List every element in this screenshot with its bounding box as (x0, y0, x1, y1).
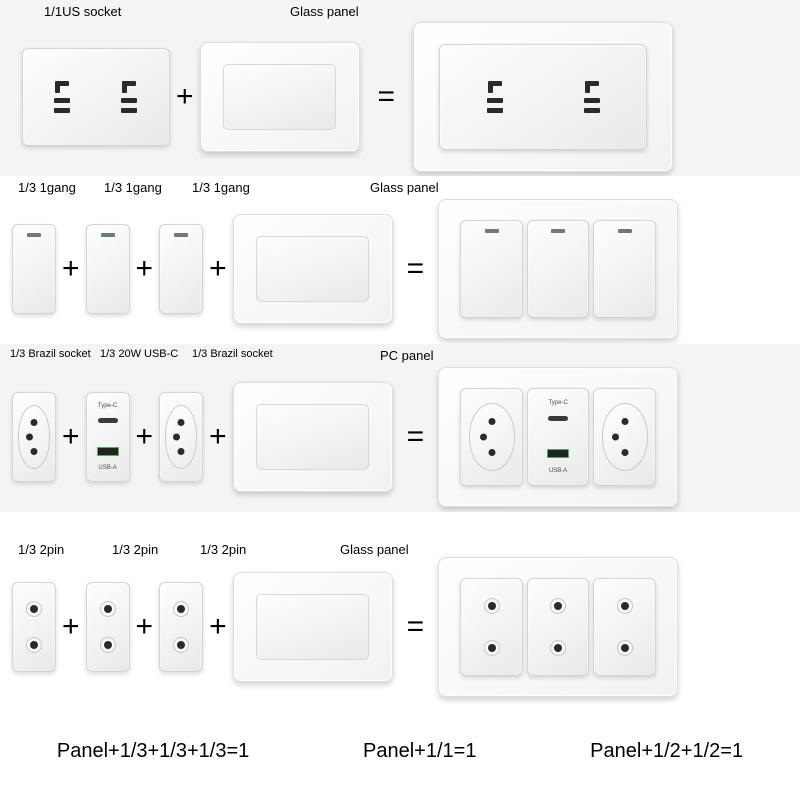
label-2pin-3: 1/3 2pin (200, 542, 246, 557)
plus-icon: + (136, 612, 154, 642)
plus-icon: + (176, 82, 194, 112)
row-brazil-usb: 1/3 Brazil socket 1/3 20W USB-C 1/3 Braz… (0, 344, 800, 512)
result-2pin-panel (438, 557, 678, 697)
result-2pin-1 (460, 578, 522, 676)
row1-content: + = (12, 22, 788, 172)
us-outlet-left (33, 63, 92, 130)
module-brazil-1 (12, 392, 56, 482)
label-brazil-2: 1/3 Brazil socket (192, 348, 273, 360)
label-glass-panel-2: Glass panel (370, 180, 439, 195)
label-glass-panel: Glass panel (290, 4, 359, 19)
result-usb: Type-C USB-A (527, 388, 589, 486)
result-switch-2 (527, 220, 589, 318)
result-switch-panel (438, 199, 678, 339)
module-2pin-1 (12, 582, 56, 672)
pc-panel-blank (233, 382, 393, 492)
label-brazil-1: 1/3 Brazil socket (10, 348, 91, 360)
module-2pin-2 (86, 582, 130, 672)
result-2pin-3 (593, 578, 655, 676)
row2-content: + + + = (12, 199, 788, 339)
plus-icon: + (209, 254, 227, 284)
module-switch-2 (86, 224, 130, 314)
label-pc-panel: PC panel (380, 348, 433, 363)
usb-a-port-icon (97, 447, 119, 456)
formula-1: Panel+1/3+1/3+1/3=1 (57, 740, 249, 763)
module-switch-1 (12, 224, 56, 314)
us-outlet-right (100, 63, 159, 130)
equals-icon: = (378, 82, 396, 112)
result-us-module (439, 44, 647, 150)
row-2pin: 1/3 2pin 1/3 2pin 1/3 2pin Glass panel +… (0, 512, 800, 702)
usb-c-label: Type-C (98, 403, 117, 409)
label-glass-panel-4: Glass panel (340, 542, 409, 557)
row3-content: + Type-C USB-A + + = (12, 367, 788, 507)
plus-icon: + (62, 254, 80, 284)
row-switches: 1/3 1gang 1/3 1gang 1/3 1gang Glass pane… (0, 176, 800, 344)
panel-inner (223, 64, 337, 130)
plus-icon: + (209, 422, 227, 452)
result-switch-1 (460, 220, 522, 318)
module-2pin-3 (159, 582, 203, 672)
equals-icon: = (407, 612, 425, 642)
row4-content: + + + = (12, 557, 788, 697)
glass-panel-blank (200, 42, 360, 152)
plus-icon: + (136, 422, 154, 452)
label-us-socket: 1/1US socket (44, 4, 121, 19)
equals-icon: = (407, 422, 425, 452)
panel-inner (256, 594, 370, 660)
panel-inner (256, 236, 370, 302)
usb-a-label: USB-A (98, 465, 116, 471)
glass-panel-blank-4 (233, 572, 393, 682)
result-brazil-2 (593, 388, 655, 486)
module-brazil-2 (159, 392, 203, 482)
module-usb: Type-C USB-A (86, 392, 130, 482)
formula-2: Panel+1/1=1 (363, 740, 476, 763)
label-gang-2: 1/3 1gang (104, 180, 162, 195)
plus-icon: + (136, 254, 154, 284)
module-switch-3 (159, 224, 203, 314)
plus-icon: + (209, 612, 227, 642)
plus-icon: + (62, 422, 80, 452)
module-us-socket (22, 48, 170, 146)
label-2pin-2: 1/3 2pin (112, 542, 158, 557)
row-us-socket: 1/1US socket Glass panel + (0, 0, 800, 176)
us-face (23, 49, 169, 145)
formula-row: Panel+1/3+1/3+1/3=1 Panel+1/1=1 Panel+1/… (0, 702, 800, 800)
glass-panel-blank-2 (233, 214, 393, 324)
label-gang-3: 1/3 1gang (192, 180, 250, 195)
equals-icon: = (407, 254, 425, 284)
label-usb: 1/3 20W USB-C (100, 348, 178, 360)
usb-c-port-icon (98, 418, 118, 423)
label-2pin-1: 1/3 2pin (18, 542, 64, 557)
panel-inner (256, 404, 370, 470)
result-switch-3 (593, 220, 655, 318)
result-us-socket-panel (413, 22, 673, 172)
plus-icon: + (62, 612, 80, 642)
result-brazil-1 (460, 388, 522, 486)
result-brazil-usb-panel: Type-C USB-A (438, 367, 678, 507)
label-gang-1: 1/3 1gang (18, 180, 76, 195)
formula-3: Panel+1/2+1/2=1 (590, 740, 743, 763)
result-2pin-2 (527, 578, 589, 676)
